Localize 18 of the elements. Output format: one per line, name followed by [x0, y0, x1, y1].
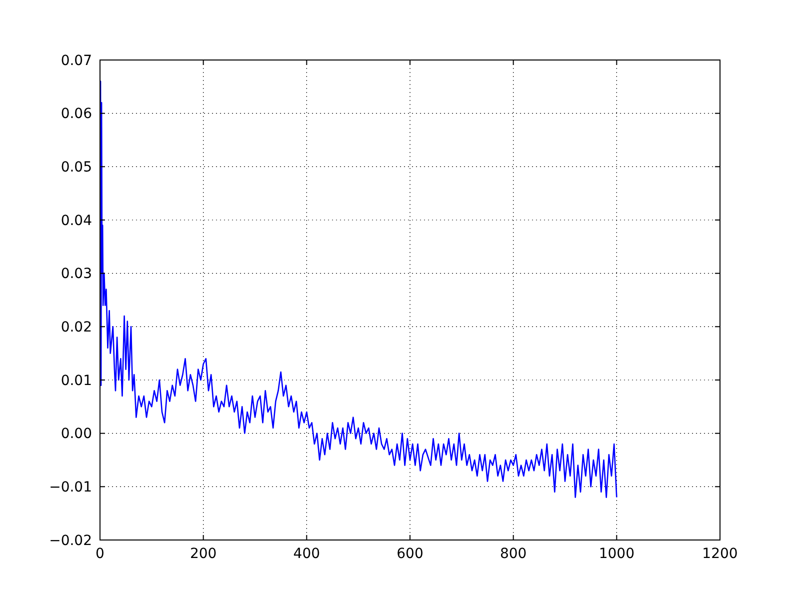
y-tick-label: 0.01 — [60, 372, 92, 389]
x-tick-label: 600 — [396, 546, 424, 562]
y-tick-label: 0.03 — [60, 266, 92, 282]
y-tick-label: 0.04 — [60, 212, 92, 229]
x-tick-label: 200 — [190, 546, 217, 562]
y-tick-label: 0.06 — [60, 106, 92, 122]
line-series — [100, 80, 618, 498]
x-tick-label: 1000 — [598, 546, 634, 562]
y-tick-label: 0.00 — [60, 426, 92, 442]
y-tick-label: 0.02 — [60, 320, 92, 336]
y-tick-label: 0.07 — [60, 52, 92, 69]
y-tick-label: −0.01 — [49, 480, 92, 496]
x-tick-label: 0 — [96, 546, 104, 562]
y-tick-label: 0.05 — [60, 160, 92, 176]
y-tick-label: −0.02 — [49, 532, 92, 549]
x-tick-label: 400 — [293, 546, 320, 562]
x-tick-label: 800 — [500, 546, 527, 562]
x-tick-label: 1200 — [702, 546, 738, 562]
